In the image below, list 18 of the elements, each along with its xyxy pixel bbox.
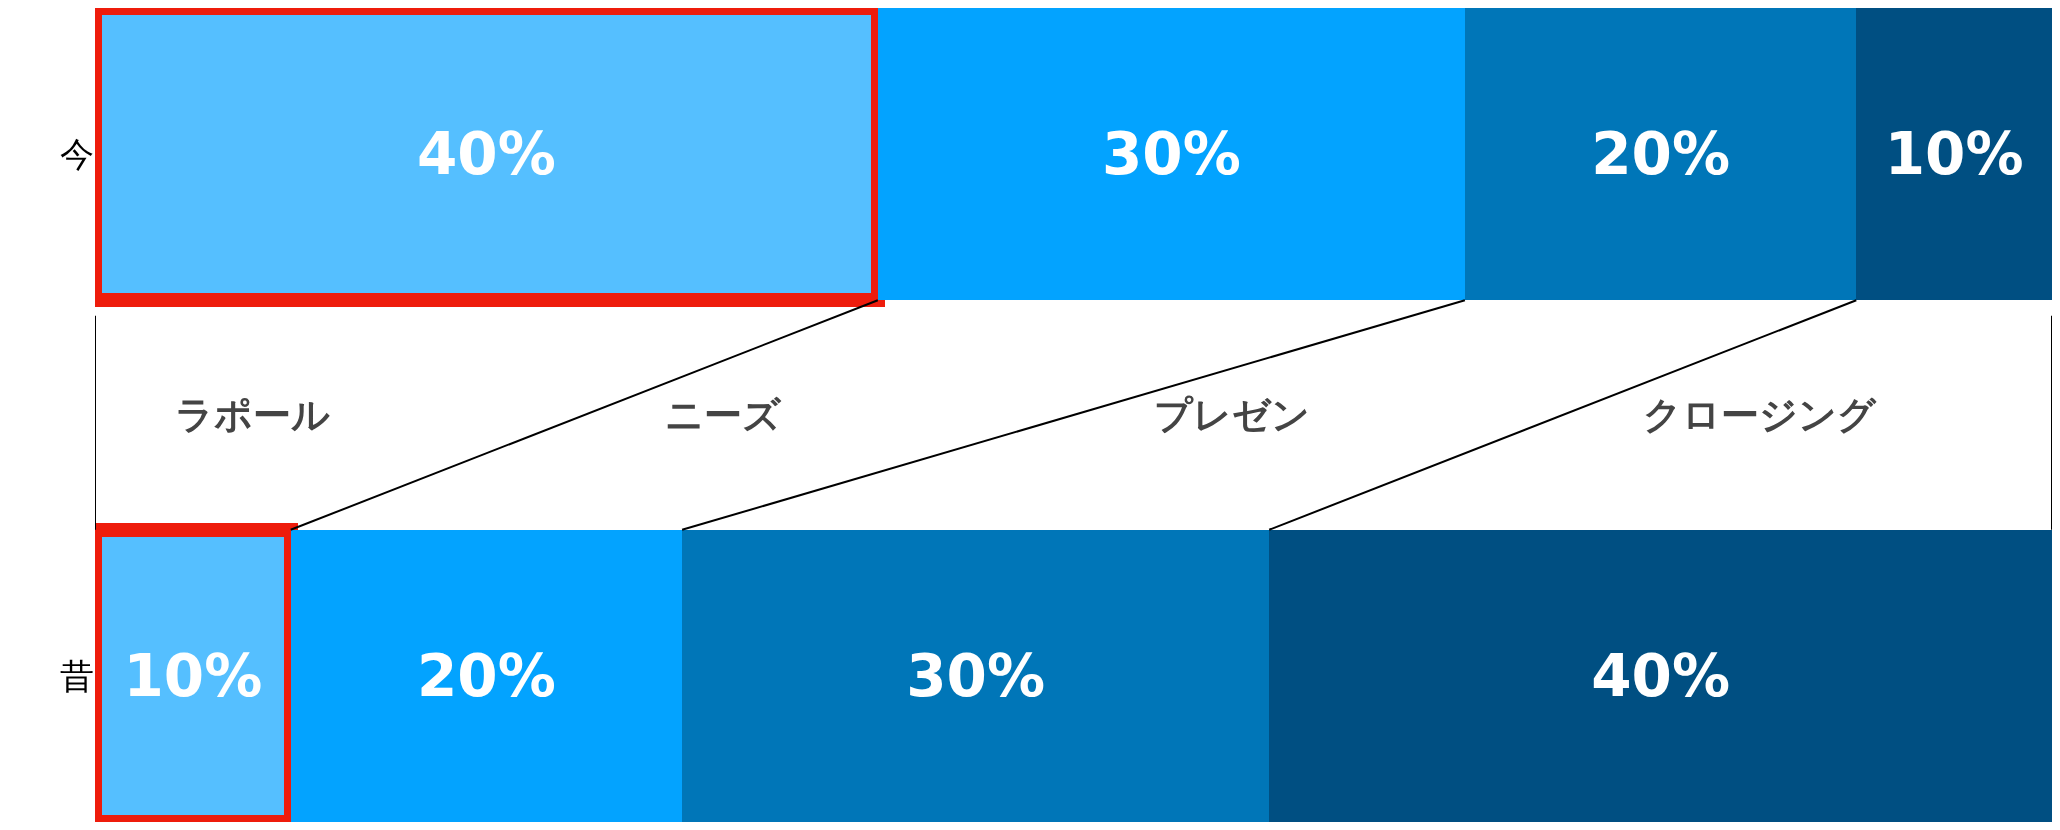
bar	[1269, 529, 2052, 822]
data-label: 30%	[1101, 120, 1241, 189]
data-label: 20%	[416, 641, 556, 710]
y-tick-label: 今	[60, 134, 94, 174]
y-tick-label: 昔	[60, 655, 94, 696]
data-label: 40%	[1591, 641, 1731, 710]
data-label: 20%	[1591, 120, 1731, 189]
bar	[1856, 8, 2052, 301]
text: ラポール	[175, 393, 330, 437]
text: ニーズ	[665, 393, 782, 437]
bar	[1464, 8, 1857, 301]
data-label: 40%	[416, 120, 556, 189]
bar	[682, 529, 1270, 822]
data-label: 10%	[1884, 120, 2024, 189]
text: プレゼン	[1154, 393, 1310, 437]
data-label: 10%	[123, 641, 263, 710]
text: クロージング	[1643, 393, 1877, 437]
data-label: 30%	[906, 641, 1046, 710]
